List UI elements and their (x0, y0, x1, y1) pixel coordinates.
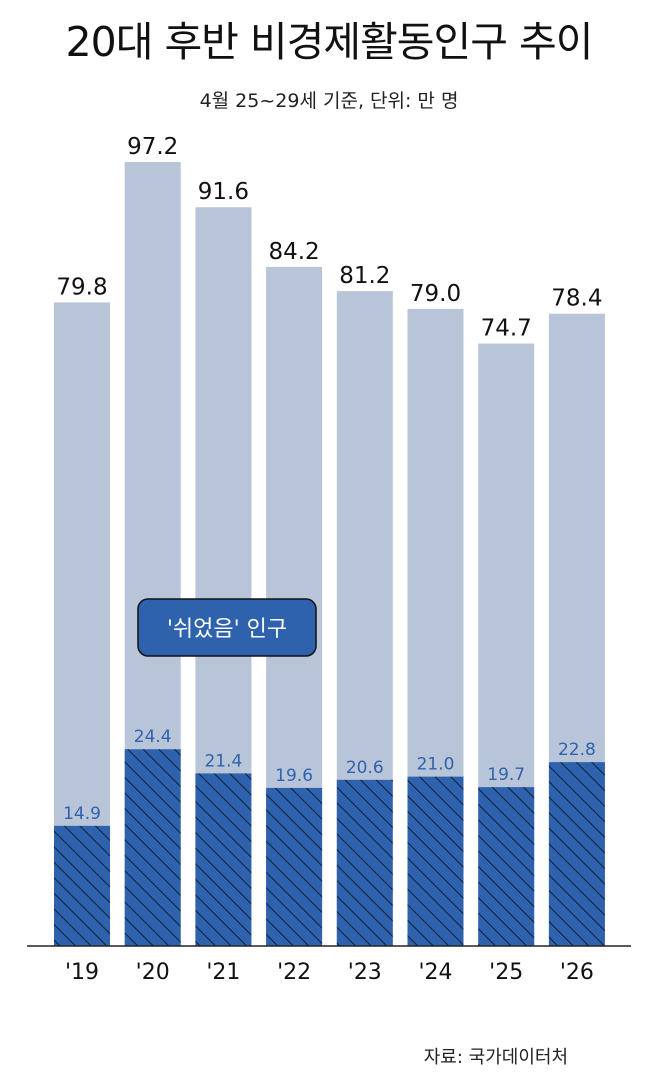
resting-value-label-6: 19.7 (487, 765, 525, 785)
bar-resting-5 (407, 776, 464, 946)
bar-resting-2 (195, 773, 252, 946)
total-value-label-5: 79.0 (410, 281, 461, 307)
bar-resting-4 (336, 779, 393, 946)
bar-resting-0 (54, 825, 110, 946)
resting-value-label-0: 14.9 (63, 804, 101, 824)
x-tick-label-4: '23 (348, 960, 382, 985)
chart-title: 20대 후반 비경제활동인구 추이 (65, 18, 594, 66)
x-tick-label-6: '25 (489, 960, 523, 985)
x-tick-label-1: '20 (136, 960, 170, 985)
total-value-label-2: 91.6 (198, 179, 249, 205)
bar-resting-7 (548, 762, 605, 946)
bar-resting-1 (124, 749, 181, 946)
x-tick-label-0: '19 (65, 960, 99, 985)
resting-value-label-2: 21.4 (204, 751, 242, 771)
resting-value-label-5: 21.0 (417, 755, 455, 775)
source-note: 자료: 국가데이터처 (423, 1047, 568, 1068)
total-value-label-6: 74.7 (481, 316, 532, 342)
x-tick-label-7: '26 (560, 960, 594, 985)
callout-label: '쉬었음' 인구 (167, 617, 287, 642)
resting-value-label-1: 24.4 (134, 727, 172, 747)
resting-value-label-7: 22.8 (558, 740, 596, 760)
resting-value-label-4: 20.6 (346, 758, 384, 778)
total-value-label-3: 84.2 (268, 239, 319, 265)
bar-resting-6 (478, 787, 535, 946)
callout-box: '쉬었음' 인구 (137, 598, 317, 657)
x-tick-label-5: '24 (418, 960, 452, 985)
total-value-label-0: 79.8 (56, 274, 107, 300)
total-value-label-1: 97.2 (127, 134, 178, 160)
total-value-label-4: 81.2 (339, 263, 390, 289)
total-value-label-7: 78.4 (551, 286, 602, 312)
resting-value-label-3: 19.6 (275, 766, 313, 786)
x-tick-label-2: '21 (206, 960, 240, 985)
chart-subtitle: 4월 25~29세 기준, 단위: 만 명 (199, 90, 459, 112)
x-tick-label-3: '22 (277, 960, 311, 985)
bar-resting-3 (266, 787, 323, 946)
